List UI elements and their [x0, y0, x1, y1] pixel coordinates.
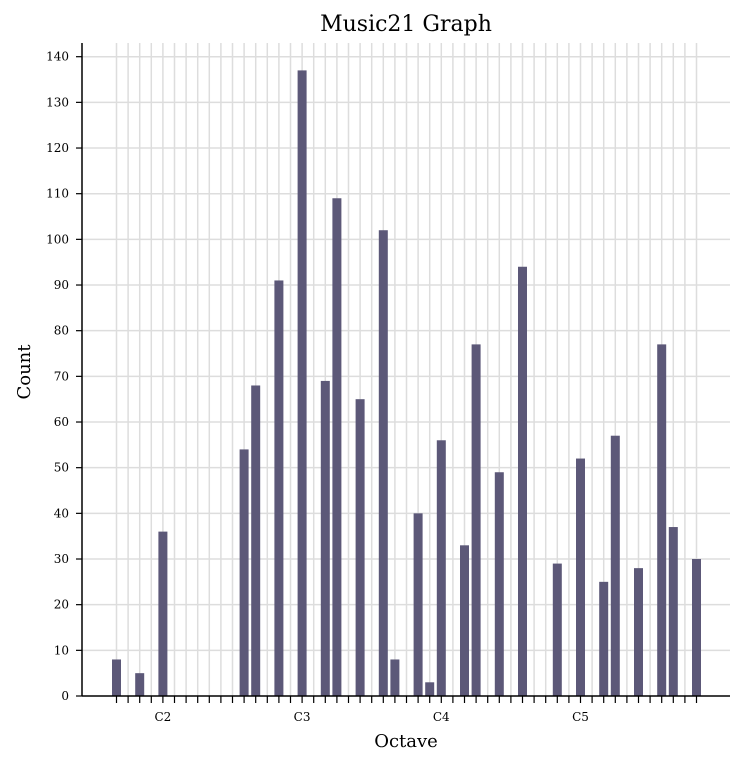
bar: [135, 673, 145, 696]
x-tick-label: C3: [294, 710, 311, 724]
bar: [274, 280, 284, 696]
bar: [251, 385, 261, 696]
y-tick-label: 30: [54, 552, 69, 566]
bars-group: [112, 70, 701, 697]
x-axis-ticks: C2 C3 C4 C5: [115, 696, 698, 724]
horizontal-gridlines: [82, 55, 730, 652]
bar: [425, 682, 435, 696]
bar: [657, 344, 667, 696]
bar: [297, 70, 307, 696]
y-tick-label: 70: [54, 369, 69, 383]
bar: [158, 531, 168, 696]
bar: [413, 513, 423, 696]
y-tick-label: 130: [46, 95, 69, 109]
bar: [378, 230, 388, 697]
chart-title: Music21 Graph: [320, 12, 492, 37]
bar: [471, 344, 481, 696]
y-axis-label: Count: [14, 344, 35, 400]
bar: [332, 198, 342, 697]
y-tick-label: 60: [54, 415, 69, 429]
y-tick-label: 40: [54, 506, 69, 520]
bar: [355, 399, 365, 696]
bar: [436, 440, 446, 696]
y-tick-label: 80: [54, 324, 69, 338]
x-axis-label: Octave: [374, 731, 438, 752]
bar: [552, 563, 562, 696]
bar: [239, 449, 249, 696]
x-tick-label: C5: [572, 710, 589, 724]
bar: [320, 380, 330, 696]
bar: [518, 266, 527, 696]
bar: [494, 472, 504, 696]
x-tick-label: C2: [154, 710, 171, 724]
vertical-gridlines: [115, 43, 698, 696]
bar: [112, 659, 121, 696]
y-tick-label: 100: [46, 232, 69, 246]
bar: [610, 435, 620, 696]
y-tick-label: 10: [54, 643, 69, 657]
bar: [390, 659, 400, 696]
y-tick-label: 0: [61, 689, 69, 703]
bar: [576, 458, 585, 696]
y-tick-label: 90: [54, 278, 69, 292]
x-tick-label: C4: [433, 710, 450, 724]
bar: [668, 527, 678, 696]
y-tick-label: 50: [54, 461, 69, 475]
y-tick-label: 20: [54, 598, 69, 612]
y-tick-label: 110: [46, 187, 69, 201]
bar: [634, 568, 643, 696]
bar: [460, 545, 469, 696]
y-axis-ticks: 0 10 20 30 40 50 60 70 80 90 100 110 120 130 140: [46, 50, 82, 703]
y-tick-label: 120: [46, 141, 69, 155]
bar: [692, 559, 701, 696]
y-tick-label: 140: [46, 50, 69, 64]
bar: [599, 581, 609, 696]
